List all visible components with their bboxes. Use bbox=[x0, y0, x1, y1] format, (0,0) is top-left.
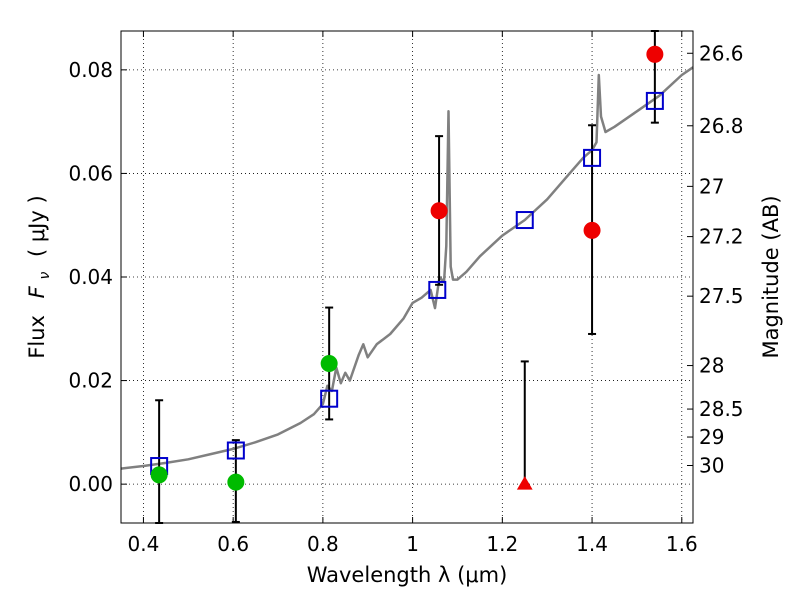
grid bbox=[121, 31, 693, 523]
ticks: 0.4 0.6 0.8 1 1.2 1.4 1.6 0.00 0.02 0.04 0.06 0.08 2… bbox=[68, 31, 744, 556]
x-tick-label: 0.8 bbox=[307, 532, 339, 556]
y2-tick-label: 27 bbox=[699, 174, 724, 198]
model-photometry-square bbox=[226, 441, 245, 460]
plot-frame bbox=[120, 30, 694, 524]
y-tick-label: 0.08 bbox=[68, 58, 113, 82]
model-spectrum-layer bbox=[120, 66, 694, 470]
model-photometry-square bbox=[645, 91, 664, 110]
model-photometry-square bbox=[320, 389, 339, 408]
y2-tick-label: 26.8 bbox=[699, 114, 744, 138]
observed-circle-marker bbox=[150, 466, 168, 484]
x-axis-title: Wavelength λ (μm) bbox=[307, 563, 508, 587]
y-tick-label: 0.00 bbox=[68, 472, 113, 496]
y2-tick-label: 27.5 bbox=[699, 284, 744, 308]
observed-points-layer bbox=[150, 45, 664, 491]
x-tick-label: 1.6 bbox=[666, 532, 698, 556]
y-axis-title-prefix: Flux bbox=[25, 315, 49, 359]
y-axis-title-unit: ( μJy ) bbox=[25, 195, 49, 257]
y2-tick-label: 27.2 bbox=[699, 225, 744, 249]
model-photometry-square bbox=[515, 211, 534, 230]
observed-circle-marker bbox=[430, 202, 448, 220]
x-tick-label: 1.4 bbox=[576, 532, 608, 556]
model-photometry-square bbox=[583, 148, 602, 167]
y-tick-label: 0.04 bbox=[68, 265, 113, 289]
y2-tick-label: 28 bbox=[699, 354, 724, 378]
y2-axis-title: Magnitude (AB) bbox=[759, 195, 783, 358]
y-axis-title: Flux F ν ( μJy ) bbox=[25, 195, 54, 358]
model-photometry-layer bbox=[150, 91, 664, 476]
x-tick-label: 0.6 bbox=[217, 532, 249, 556]
observed-circle-marker bbox=[320, 354, 338, 372]
observed-circle-marker bbox=[227, 473, 245, 491]
x-tick-label: 1.2 bbox=[486, 532, 518, 556]
observed-circle-marker bbox=[646, 45, 664, 63]
model-photometry-square bbox=[428, 280, 447, 299]
observed-triangle-marker bbox=[516, 476, 533, 490]
model-spectrum-line bbox=[120, 66, 694, 470]
y-axis-title-symbol: F bbox=[25, 285, 49, 298]
y2-tick-label: 30 bbox=[699, 454, 724, 478]
y2-tick-label: 28.5 bbox=[699, 397, 744, 421]
y-axis-title-sub: ν bbox=[37, 272, 53, 280]
y-tick-label: 0.06 bbox=[68, 161, 113, 185]
x-tick-label: 0.4 bbox=[128, 532, 160, 556]
y2-tick-label: 26.6 bbox=[699, 41, 744, 65]
x-tick-label: 1 bbox=[406, 532, 419, 556]
y2-tick-label: 29 bbox=[699, 425, 724, 449]
y-tick-label: 0.02 bbox=[68, 369, 113, 393]
observed-circle-marker bbox=[583, 221, 601, 239]
